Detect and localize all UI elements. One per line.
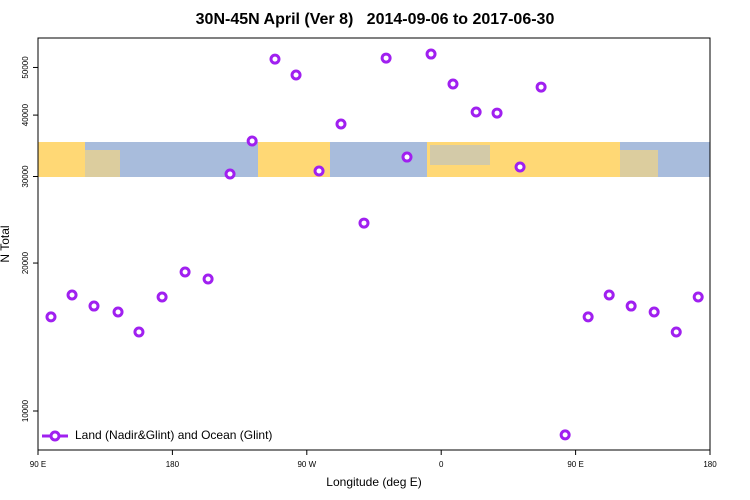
data-point (380, 52, 392, 64)
data-point (625, 300, 637, 312)
data-point (156, 291, 168, 303)
data-point (112, 306, 124, 318)
data-point (692, 291, 704, 303)
data-point (88, 300, 100, 312)
x-tick-label: 180 (703, 460, 717, 469)
data-point (358, 217, 370, 229)
data-point (401, 151, 413, 163)
data-point (425, 48, 437, 60)
data-point (470, 106, 482, 118)
data-point (202, 273, 214, 285)
data-point (670, 326, 682, 338)
data-point (514, 161, 526, 173)
data-point (179, 266, 191, 278)
map-strip (38, 142, 710, 177)
data-point (133, 326, 145, 338)
plot-frame (37, 37, 711, 451)
data-point (45, 311, 57, 323)
data-point (582, 311, 594, 323)
data-point (648, 306, 660, 318)
data-point (603, 289, 615, 301)
data-point (447, 78, 459, 90)
y-tick-label: 10000 (21, 399, 30, 422)
data-point (491, 107, 503, 119)
data-point (246, 135, 258, 147)
data-point (224, 168, 236, 180)
x-tick-label: 0 (439, 460, 444, 469)
legend-marker (49, 430, 61, 442)
y-tick-label: 50000 (21, 56, 30, 79)
data-point (535, 81, 547, 93)
x-tick-label: 90 E (567, 460, 583, 469)
x-tick-label: 90 E (30, 460, 46, 469)
legend-label: Land (Nadir&Glint) and Ocean (Glint) (75, 428, 272, 442)
y-tick-label: 40000 (21, 103, 30, 126)
data-point (66, 289, 78, 301)
x-tick-label: 180 (166, 460, 180, 469)
y-tick-label: 30000 (21, 165, 30, 188)
x-tick-label: 90 W (297, 460, 316, 469)
x-axis-label: Longitude (deg E) (326, 475, 421, 489)
data-point (269, 53, 281, 65)
data-point (313, 165, 325, 177)
data-point (290, 69, 302, 81)
y-axis-label: N Total (0, 225, 12, 262)
y-tick-label: 20000 (21, 251, 30, 274)
data-point (335, 118, 347, 130)
data-point (559, 429, 571, 441)
chart-title: 30N-45N April (Ver 8) 2014-09-06 to 2017… (196, 11, 555, 28)
